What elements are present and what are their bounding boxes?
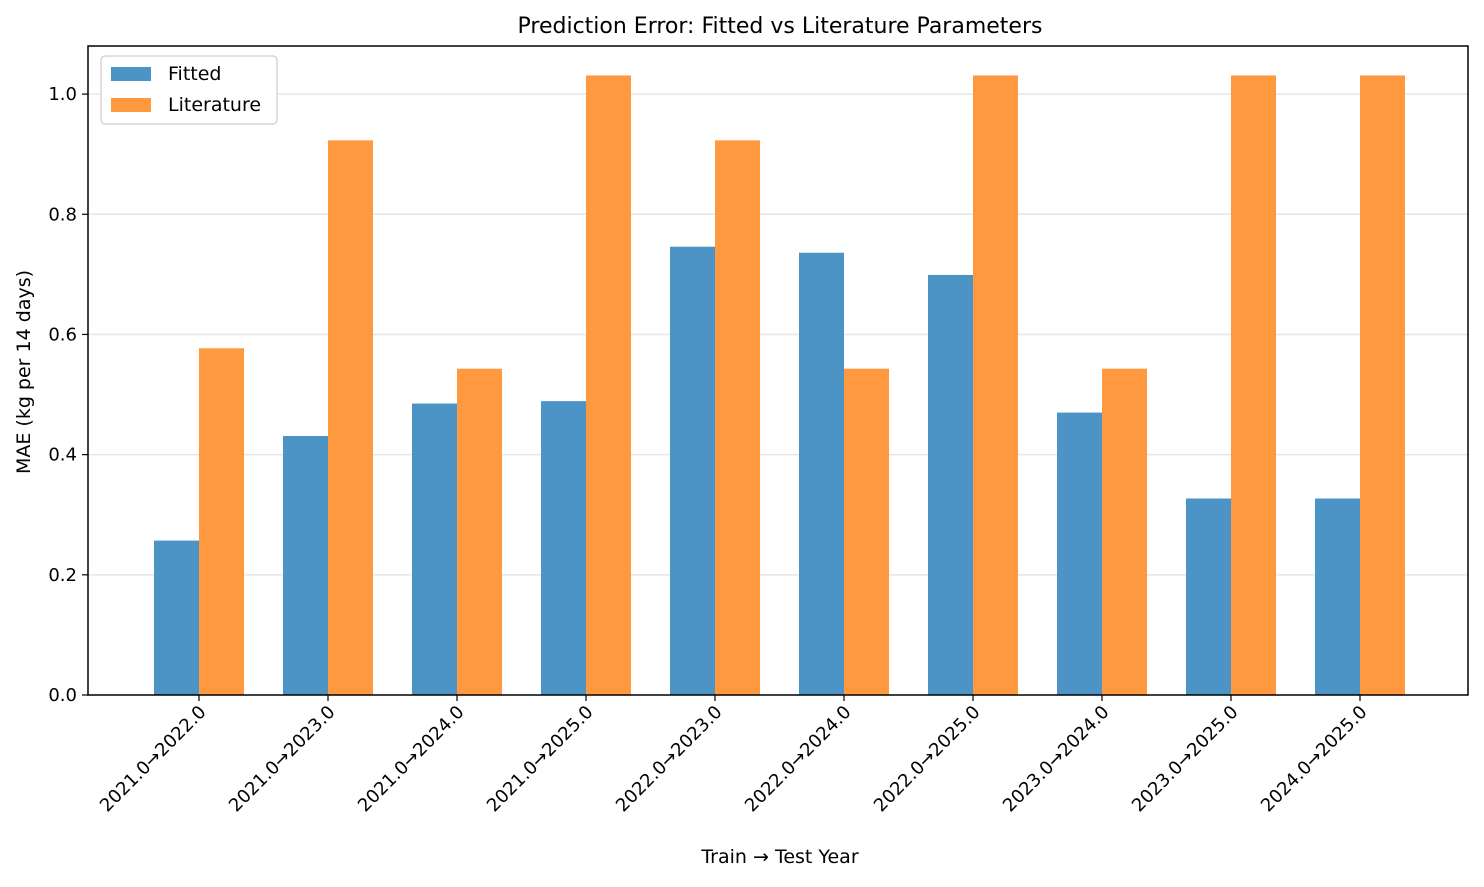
bar-literature <box>715 140 760 696</box>
bar-fitted <box>670 246 715 695</box>
bar-fitted <box>1057 412 1102 695</box>
x-tick-label: 2021.0→2023.0 <box>225 702 340 817</box>
bar-literature <box>457 368 502 695</box>
y-tick-label: 0.2 <box>48 565 77 586</box>
bar-fitted <box>541 401 586 695</box>
x-tick-label: 2021.0→2025.0 <box>483 702 598 817</box>
bar-fitted <box>283 436 328 695</box>
x-tick-label: 2022.0→2025.0 <box>870 702 985 817</box>
x-axis-title: Train → Test Year <box>700 846 858 868</box>
y-tick-label: 0.6 <box>48 324 77 345</box>
bar-fitted <box>1315 498 1360 695</box>
x-tick-label: 2022.0→2024.0 <box>741 702 856 817</box>
legend-swatch-fitted <box>111 67 151 81</box>
bar-literature <box>328 140 373 696</box>
plot-frame <box>87 45 1469 696</box>
y-tick-label: 0.8 <box>48 204 77 225</box>
bar-literature <box>586 75 631 695</box>
bar-fitted <box>1186 498 1231 695</box>
bars-layer <box>154 75 1405 696</box>
chart-title: Prediction Error: Fitted vs Literature P… <box>518 14 1043 39</box>
x-tick-label: 2023.0→2024.0 <box>999 702 1114 817</box>
bar-fitted <box>154 540 199 695</box>
axes-layer <box>87 45 1469 696</box>
x-tick-label: 2021.0→2024.0 <box>354 702 469 817</box>
legend: Fitted Literature <box>100 55 278 125</box>
bar-fitted <box>412 403 457 695</box>
x-tick-label: 2022.0→2023.0 <box>612 702 727 817</box>
y-tick-label: 1.0 <box>48 84 77 105</box>
bar-literature <box>973 75 1018 695</box>
bar-literature <box>844 368 889 695</box>
bar-literature <box>1231 75 1276 695</box>
bar-literature <box>1360 75 1405 695</box>
y-axis-title: MAE (kg per 14 days) <box>13 270 35 474</box>
legend-swatch-literature <box>111 98 151 112</box>
x-tick-label: 2023.0→2025.0 <box>1128 702 1243 817</box>
x-tick-label: 2021.0→2022.0 <box>96 702 211 817</box>
bar-fitted <box>928 274 973 695</box>
bar-fitted <box>799 252 844 696</box>
bar-literature <box>199 348 244 695</box>
bar-literature <box>1102 368 1147 695</box>
y-tick-label: 0.0 <box>48 685 77 706</box>
legend-label-fitted: Fitted <box>168 63 221 85</box>
x-tick-label: 2024.0→2025.0 <box>1257 702 1372 817</box>
legend-label-literature: Literature <box>168 94 261 116</box>
y-tick-label: 0.4 <box>48 445 77 466</box>
